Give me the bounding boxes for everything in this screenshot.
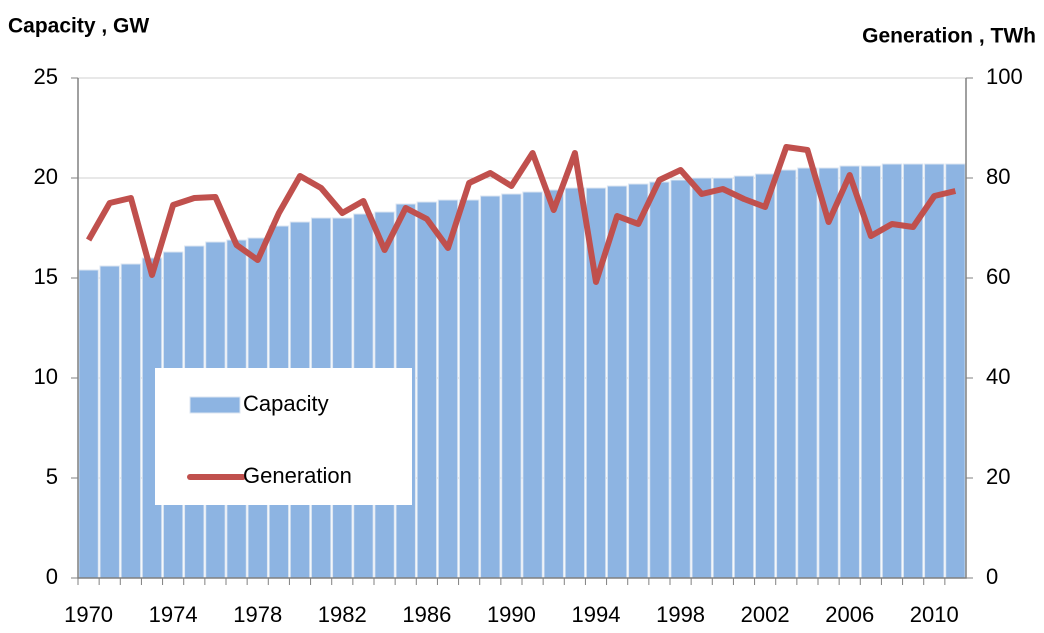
y2-tick-label: 40 [986, 364, 1010, 389]
x-tick-label: 1998 [656, 602, 705, 627]
x-tick-label: 1974 [149, 602, 198, 627]
x-tick-label: 2010 [910, 602, 959, 627]
y2-tick-label: 100 [986, 64, 1023, 89]
bar [691, 177, 712, 579]
bar [818, 167, 839, 579]
y2-tick-label: 20 [986, 464, 1010, 489]
legend-label: Capacity [243, 391, 329, 416]
y-tick-label: 10 [34, 364, 58, 389]
bar [480, 195, 501, 579]
y-tick-label: 15 [34, 264, 58, 289]
bar [522, 191, 543, 579]
bar [924, 163, 945, 579]
bar [670, 179, 691, 579]
x-tick-label: 1994 [572, 602, 621, 627]
bar [754, 173, 776, 579]
line [85, 144, 957, 285]
x-tick-label: 1982 [318, 602, 367, 627]
x-tick-label: 1970 [64, 602, 113, 627]
bar [501, 193, 522, 579]
legend-box [155, 368, 412, 505]
x-tick-label: 1990 [487, 602, 536, 627]
y2-axis-title: Generation , TWh [862, 25, 1036, 48]
bar [437, 199, 459, 579]
bar [99, 265, 120, 579]
bar [797, 167, 818, 579]
y2-tick-label: 60 [986, 264, 1010, 289]
y-tick-label: 0 [46, 564, 58, 589]
y-tick-label: 20 [34, 164, 58, 189]
bar [416, 201, 438, 579]
bar [628, 183, 649, 579]
bar [733, 175, 755, 579]
bar [78, 269, 99, 579]
bar [776, 169, 797, 579]
x-tick-label: 2006 [825, 602, 874, 627]
x-tick-label: 1986 [402, 602, 451, 627]
bar [543, 189, 564, 579]
y-tick-label: 5 [46, 464, 58, 489]
bar [564, 187, 586, 579]
x-tick-label: 1978 [233, 602, 282, 627]
bar [945, 163, 966, 579]
bar [712, 177, 734, 579]
legend-swatch [189, 396, 241, 414]
y2-tick-label: 0 [986, 564, 998, 589]
bar [458, 199, 480, 579]
y-tick-label: 25 [34, 64, 58, 89]
x-tick-label: 2002 [741, 602, 790, 627]
y2-tick-label: 80 [986, 164, 1010, 189]
bar [120, 263, 142, 579]
bar [839, 165, 860, 579]
y-axis-title: Capacity , GW [8, 15, 149, 38]
bar [649, 181, 670, 579]
legend-label: Generation [243, 463, 352, 488]
